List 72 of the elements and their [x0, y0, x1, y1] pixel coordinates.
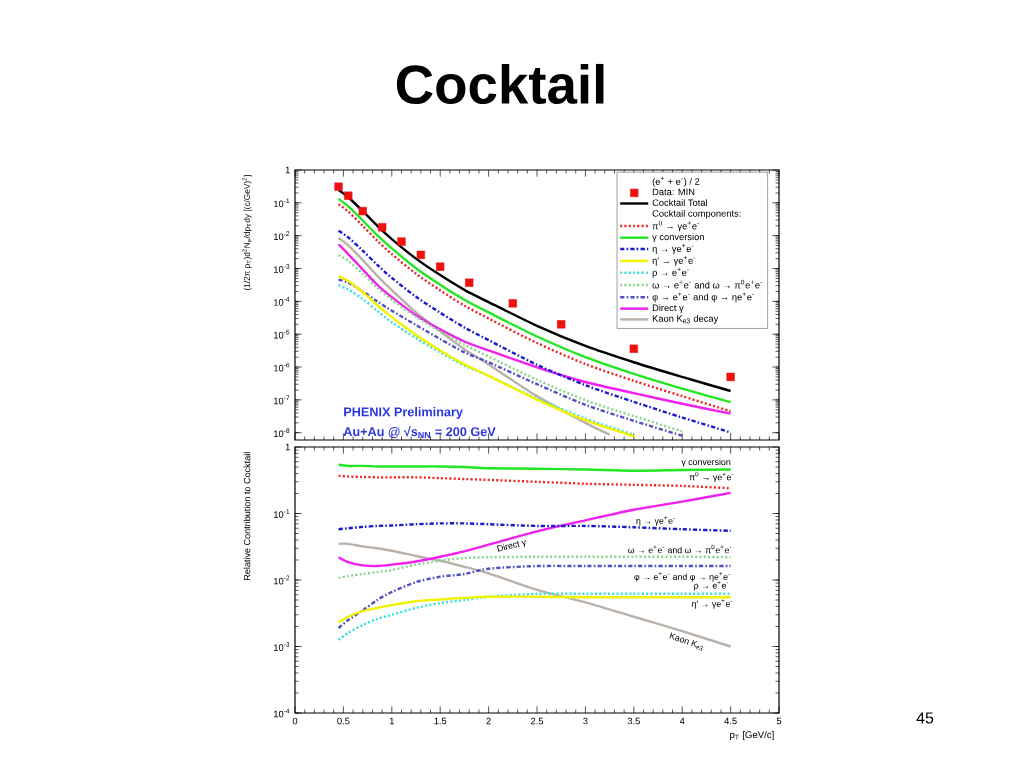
- point: [344, 191, 353, 200]
- x-tick-label: 2: [486, 717, 491, 725]
- point: [508, 299, 517, 308]
- y-tick-label: 10$^{-3}$: [274, 642, 290, 651]
- point: [726, 372, 735, 382]
- y-tick-label: 10$^{-4}$: [274, 708, 290, 718]
- legend-title: (e$^{+}$ + e$^{-}$) / 2: [652, 176, 700, 187]
- y-tick-label: 10$^{-7}$: [274, 395, 290, 405]
- text: Direct γ: [497, 540, 526, 552]
- legend-label: ρ → e$^{+}$e$^{-}$: [652, 267, 689, 278]
- legend-label: η' → γe$^{+}$e$^{-}$: [652, 255, 696, 266]
- annotation: Cocktail components:: [652, 209, 741, 219]
- x-tick-label: 2.5: [530, 717, 544, 725]
- x-tick-label: 1.5: [434, 717, 447, 725]
- point: [465, 278, 474, 287]
- y-tick-label: 10$^{-4}$: [274, 297, 290, 306]
- x-tick-label: 4.5: [724, 717, 737, 725]
- chart-title: Cocktail: [396, 63, 604, 105]
- legend-label: Direct γ: [652, 304, 684, 313]
- annotation: PHENIX Preliminary: [344, 407, 463, 419]
- x-tick-label: 3.5: [627, 717, 640, 725]
- point: [436, 262, 445, 271]
- y-tick-label: 10$^{-3}$: [274, 264, 290, 273]
- legend-label: φ → e$^{+}$e$^{-}$ and φ → ηe$^{+}$e$^{-}$: [652, 292, 754, 303]
- legend-label: Cocktail Total: [652, 199, 707, 206]
- x-tick-label: 0.5: [337, 717, 350, 725]
- y-tick-label: 10$^{-8}$: [274, 428, 290, 438]
- x-tick-label: 1: [389, 717, 394, 725]
- x-tick-label: 5: [776, 717, 782, 725]
- y-tick-label: 1: [285, 443, 290, 451]
- y-tick-label: 10$^{-2}$: [274, 575, 290, 585]
- point: [358, 206, 367, 216]
- series-label: φ → e$^{+}$e$^{-}$ and φ → ηe$^{+}$e$^{-}$: [634, 572, 730, 582]
- line-series: [337, 278, 684, 437]
- legend-label: γ conversion: [652, 233, 704, 243]
- y-tick-label: 10$^{-1}$: [274, 198, 290, 208]
- line-series: [337, 595, 732, 624]
- y-tick-label: 1: [285, 166, 290, 174]
- point: [334, 182, 343, 191]
- legend-label: η → γe$^{+}$e$^{-}$: [652, 244, 694, 254]
- legend-label: Data: MIN: [652, 188, 695, 196]
- series-label: η → γe$^{+}$e$^{-}$: [636, 516, 675, 526]
- annotation: Au+Au @ √s$_{NN}$ = 200 GeV: [343, 426, 496, 439]
- x-tick-label: 0: [292, 717, 298, 725]
- series-label: γ conversion: [681, 458, 731, 467]
- series-label: η' → γe$^{+}$e$^{-}$: [692, 599, 733, 609]
- line-series: [337, 564, 732, 630]
- y-tick-label: 10$^{-6}$: [274, 362, 290, 372]
- point: [397, 237, 406, 246]
- x-tick-label: 4: [679, 717, 685, 725]
- y-axis-title: Relative Contribution to Cocktail: [243, 452, 251, 580]
- text: ω → e$^{+}$e$^{-}$ and ω → π$^{0}$e$^{+}$e$^{-}$: [652, 279, 762, 289]
- text: Kaon K$_{e3}$: [669, 632, 703, 651]
- y-tick-label: 10$^{-2}$: [274, 231, 290, 241]
- text: (1/2π p$_{T}$)d$^{2}$N$_{e}$/dp$_{T}$dy [(c/GeV)$^{2}$]: [242, 175, 252, 291]
- point: [377, 223, 387, 232]
- line-series: [337, 474, 732, 490]
- legend-label: Kaon K$_{e3}$ decay: [652, 315, 719, 324]
- point: [629, 344, 638, 353]
- x-axis-title: p$_{T}$ [GeV/c]: [730, 731, 774, 740]
- y-tick-label: 10$^{-1}$: [274, 509, 290, 518]
- series-label: π$^{0}$ → γe$^{+}$e$^{-}$: [689, 471, 734, 483]
- point: [416, 250, 425, 260]
- line-series: [337, 555, 732, 580]
- point: [557, 320, 566, 329]
- text: ω → e$^{+}$e$^{-}$ and ω → π$^{0}$e$^{+}$e$^{-}$: [628, 544, 732, 554]
- y-tick-label: 10$^{-5}$: [274, 329, 290, 339]
- x-tick-label: 3: [583, 717, 588, 725]
- line-series: [337, 491, 732, 568]
- line-series: [337, 236, 611, 436]
- legend-label: π$^{0}$ → γe$^{+}$e$^{-}$: [652, 220, 699, 232]
- text: 45: [916, 712, 934, 724]
